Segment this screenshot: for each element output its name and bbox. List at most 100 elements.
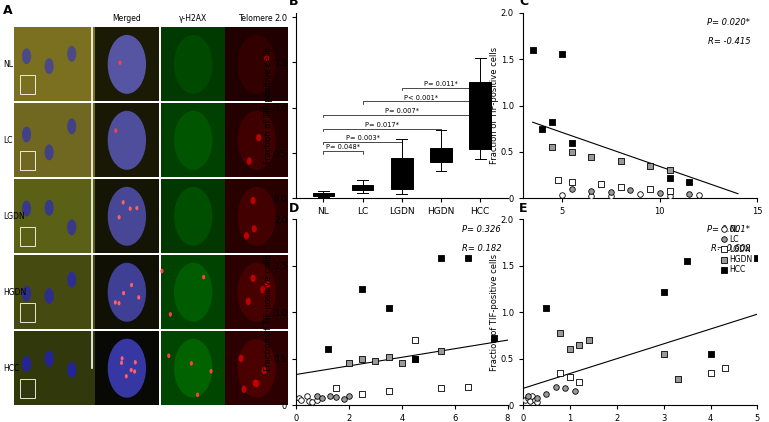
Point <box>343 392 355 399</box>
Ellipse shape <box>174 111 212 170</box>
Point <box>566 178 578 185</box>
Point <box>566 149 578 155</box>
Text: C: C <box>519 0 528 8</box>
Ellipse shape <box>174 263 212 322</box>
Circle shape <box>209 369 212 373</box>
Ellipse shape <box>45 144 54 160</box>
Point <box>550 383 562 390</box>
Point <box>382 354 394 360</box>
Point <box>624 187 637 193</box>
Point <box>664 192 676 199</box>
Point <box>664 167 676 174</box>
Point <box>657 351 670 357</box>
Text: HCC: HCC <box>3 364 19 373</box>
Point <box>568 388 581 395</box>
Text: Merged: Merged <box>112 14 141 23</box>
Text: P= 0.017*: P= 0.017* <box>365 122 399 128</box>
Point <box>435 385 448 392</box>
Circle shape <box>247 157 251 165</box>
Point <box>657 289 670 295</box>
Bar <box>15 103 95 177</box>
Point <box>311 392 323 399</box>
Point <box>396 360 408 367</box>
Point <box>519 397 531 404</box>
Circle shape <box>251 225 257 233</box>
Point <box>301 392 313 399</box>
Ellipse shape <box>22 286 31 302</box>
Text: B: B <box>288 0 298 8</box>
Point <box>435 348 448 354</box>
Point <box>573 341 585 348</box>
Bar <box>95 331 158 405</box>
Ellipse shape <box>22 200 31 216</box>
Point <box>552 176 564 183</box>
Ellipse shape <box>22 48 31 64</box>
Point <box>356 391 368 398</box>
Point <box>382 388 394 395</box>
Bar <box>225 179 288 253</box>
Point <box>541 304 553 311</box>
Circle shape <box>122 291 125 295</box>
Point <box>644 162 656 169</box>
Point <box>654 189 666 196</box>
Ellipse shape <box>45 288 54 304</box>
Circle shape <box>114 300 117 305</box>
Point <box>595 181 608 188</box>
Point <box>554 329 567 336</box>
Bar <box>15 331 95 405</box>
Point <box>634 190 646 197</box>
Point <box>527 46 539 53</box>
Circle shape <box>161 269 164 273</box>
Point <box>546 119 558 126</box>
Ellipse shape <box>108 35 146 94</box>
Point <box>531 394 543 401</box>
Circle shape <box>130 368 133 372</box>
Point <box>321 346 334 353</box>
Bar <box>95 179 158 253</box>
Point <box>295 397 308 404</box>
Ellipse shape <box>67 118 76 134</box>
Bar <box>161 255 225 329</box>
Point <box>461 255 474 262</box>
Point <box>311 396 323 403</box>
Bar <box>95 103 158 177</box>
Text: P= 0.003*: P= 0.003* <box>345 135 380 141</box>
Bar <box>161 103 225 177</box>
Point <box>338 395 350 402</box>
Circle shape <box>265 281 270 289</box>
Point <box>554 369 567 376</box>
Legend: NL, LC, LGDN, HGDN, HCC: NL, LC, LGDN, HGDN, HCC <box>719 223 754 276</box>
Point <box>556 51 568 58</box>
Point <box>382 304 394 311</box>
Point <box>566 139 578 146</box>
Point <box>316 394 328 401</box>
Circle shape <box>238 354 244 362</box>
Circle shape <box>202 275 205 279</box>
Y-axis label: Fraction of TIF-positive cells: Fraction of TIF-positive cells <box>491 254 499 371</box>
Point <box>488 335 501 342</box>
Circle shape <box>130 283 133 287</box>
Point <box>704 369 717 376</box>
Circle shape <box>118 301 121 306</box>
Point <box>330 393 342 400</box>
Ellipse shape <box>108 339 146 398</box>
Circle shape <box>244 232 249 240</box>
Point <box>664 175 676 181</box>
Circle shape <box>246 298 251 305</box>
Point <box>604 189 617 195</box>
Point <box>303 398 315 405</box>
Text: LGDN: LGDN <box>3 212 25 221</box>
Point <box>528 396 541 403</box>
Ellipse shape <box>67 46 76 62</box>
Point <box>693 191 705 198</box>
Point <box>541 391 553 398</box>
Point <box>671 376 684 382</box>
Circle shape <box>120 360 123 365</box>
Text: γ-H2AX: γ-H2AX <box>179 14 208 23</box>
Text: P= 0.326: P= 0.326 <box>462 225 501 234</box>
Point <box>409 355 421 362</box>
Ellipse shape <box>67 272 76 288</box>
Circle shape <box>125 374 128 379</box>
Bar <box>95 255 158 329</box>
Text: P< 0.001*: P< 0.001* <box>404 95 438 100</box>
